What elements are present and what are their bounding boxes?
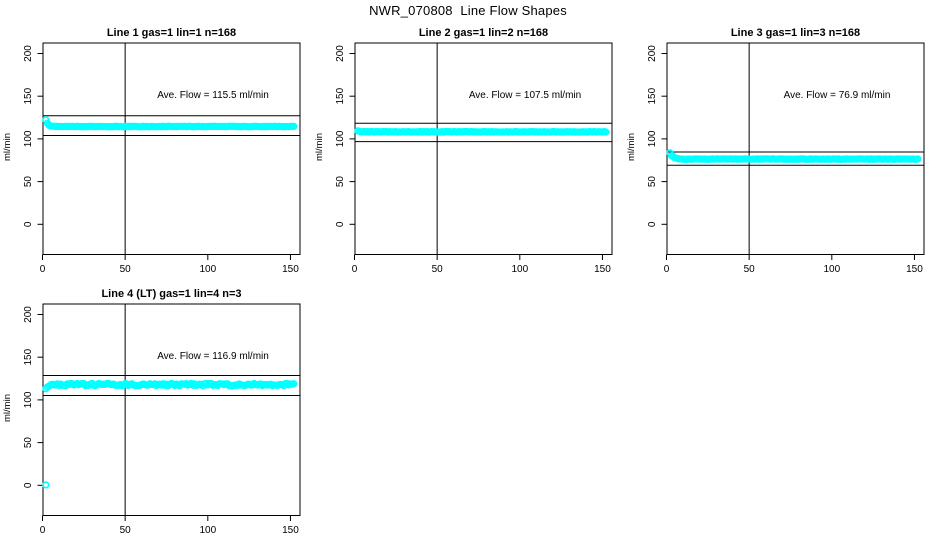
x-tick-label: 150 (282, 525, 299, 536)
y-tick-label: 0 (647, 221, 658, 227)
x-tick-label: 50 (120, 525, 132, 536)
y-tick-label: 200 (23, 45, 34, 62)
ave-flow-annotation: Ave. Flow = 115.5 ml/min (157, 90, 269, 101)
x-tick-label: 50 (432, 264, 444, 275)
ave-flow-annotation: Ave. Flow = 116.9 ml/min (157, 351, 269, 362)
y-tick-label: 150 (335, 87, 346, 104)
x-tick-label: 100 (199, 264, 216, 275)
y-tick-label: 150 (647, 87, 658, 104)
panel-title: Line 1 gas=1 lin=1 n=168 (107, 27, 236, 39)
y-axis-label: ml/min (2, 394, 13, 422)
ave-flow-annotation: Ave. Flow = 76.9 ml/min (784, 90, 891, 101)
y-tick-label: 0 (335, 221, 346, 227)
y-tick-label: 200 (335, 45, 346, 62)
panel-title: Line 3 gas=1 lin=3 n=168 (731, 27, 860, 39)
flow-series (42, 116, 298, 131)
y-tick-label: 200 (647, 45, 658, 62)
x-tick-label: 50 (120, 264, 132, 275)
plot-box (42, 303, 301, 516)
x-tick-label: 0 (664, 264, 670, 275)
y-axis-label: ml/min (314, 133, 325, 161)
panel-title: Line 4 (LT) gas=1 lin=4 n=3 (101, 288, 241, 300)
panel-chart: Line 4 (LT) gas=1 lin=4 n=3 0 50 100 150 200 0… (2, 288, 301, 536)
figure-title: NWR_070808 Line Flow Shapes (369, 3, 567, 18)
y-tick-label: 200 (23, 306, 34, 323)
panel-chart: Line 3 gas=1 lin=3 n=168 0 50 100 150 200 0 50 1… (626, 27, 925, 275)
panel-chart: Line 2 gas=1 lin=2 n=168 0 50 100 150 200 0 50 1… (314, 27, 613, 275)
y-tick-label: 50 (23, 176, 34, 188)
y-tick-label: 100 (647, 130, 658, 147)
data-point (290, 380, 298, 388)
y-tick-label: 50 (23, 437, 34, 449)
y-tick-label: 100 (335, 130, 346, 147)
panel-title: Line 2 gas=1 lin=2 n=168 (419, 27, 548, 39)
x-tick-label: 0 (352, 264, 358, 275)
x-tick-label: 0 (40, 264, 46, 275)
y-tick-label: 150 (23, 348, 34, 365)
panel-line-4: Line 4 (LT) gas=1 lin=4 n=3 0 50 100 150 200 0… (0, 275, 312, 536)
panel-line-2: Line 2 gas=1 lin=2 n=168 0 50 100 150 200 0 50 1… (312, 14, 624, 275)
outlier-point (42, 481, 50, 489)
plot-box (354, 42, 613, 255)
y-tick-label: 50 (335, 176, 346, 188)
flow-series (354, 127, 610, 136)
panel-line-1: Line 1 gas=1 lin=1 n=168 0 50 100 150 200 0 50 1… (0, 14, 312, 275)
x-tick-label: 100 (199, 525, 216, 536)
plot-box (666, 42, 925, 255)
ave-flow-annotation: Ave. Flow = 107.5 ml/min (469, 90, 581, 101)
flow-series (42, 379, 298, 489)
panel-chart: Line 1 gas=1 lin=1 n=168 0 50 100 150 200 0 50 1… (2, 27, 301, 275)
x-tick-label: 150 (282, 264, 299, 275)
y-tick-label: 150 (23, 87, 34, 104)
y-tick-label: 100 (23, 391, 34, 408)
x-tick-label: 100 (511, 264, 528, 275)
x-tick-label: 0 (40, 525, 46, 536)
x-tick-label: 50 (744, 264, 756, 275)
x-tick-label: 100 (823, 264, 840, 275)
y-axis-label: ml/min (2, 133, 13, 161)
y-tick-label: 0 (23, 221, 34, 227)
x-tick-label: 150 (906, 264, 923, 275)
panel-line-3: Line 3 gas=1 lin=3 n=168 0 50 100 150 200 0 50 1… (624, 14, 936, 275)
y-tick-label: 50 (647, 176, 658, 188)
flow-series (666, 149, 922, 164)
y-axis-label: ml/min (626, 133, 637, 161)
y-tick-label: 0 (23, 482, 34, 488)
data-point (914, 155, 922, 163)
x-tick-label: 150 (594, 264, 611, 275)
y-tick-label: 100 (23, 130, 34, 147)
data-point (290, 122, 298, 131)
plot-box (42, 42, 301, 255)
data-point (602, 128, 610, 136)
